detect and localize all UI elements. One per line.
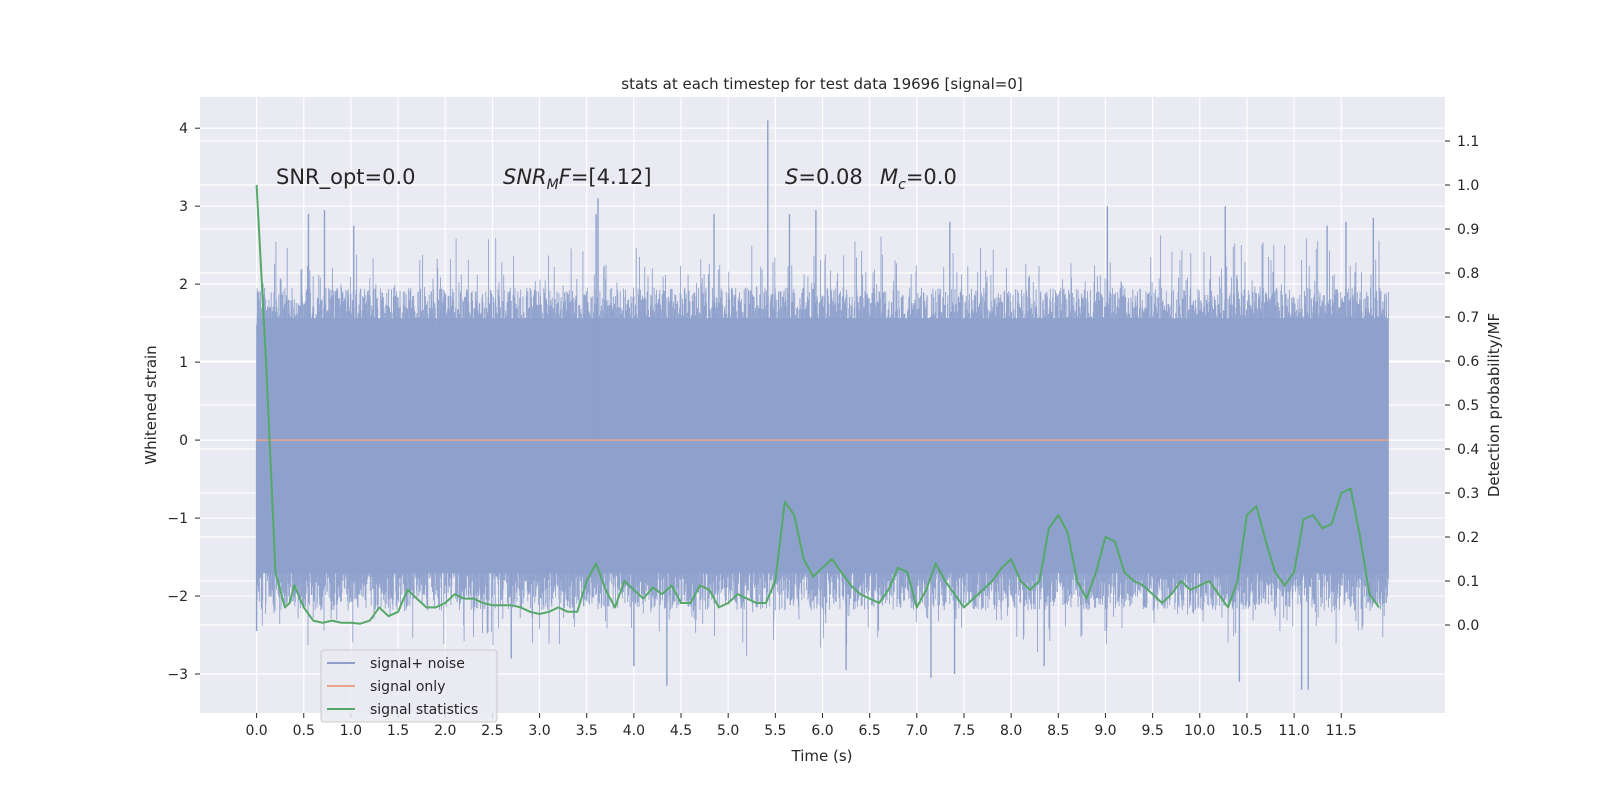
annotation-s-label: S: [785, 165, 798, 189]
x-tick-label-18: 9.0: [1094, 723, 1116, 739]
x-tick-label-19: 9.5: [1141, 723, 1163, 739]
y-right-tick-label-1: 1.0: [1457, 178, 1479, 194]
annotations: SNR_opt=0.0 SNRMF=[4.12] S=0.08 Mc=0.0: [276, 165, 957, 193]
legend: signal+ noise signal only signal statist…: [320, 649, 498, 723]
legend-label-signal-noise: signal+ noise: [370, 656, 465, 672]
x-tick-label-21: 10.5: [1231, 723, 1262, 739]
annotation-mc-value: =0.0: [906, 165, 957, 189]
annotation-snr-mf-f: F: [559, 165, 572, 189]
x-tick-label-20: 10.0: [1184, 723, 1215, 739]
y-left-tick-label-0: 4: [179, 121, 188, 137]
annotation-s-value: =0.08: [798, 165, 862, 189]
x-tick-label-23: 11.5: [1326, 723, 1357, 739]
x-tick-label-15: 7.5: [953, 723, 975, 739]
tick-labels: 0.0 0.5 1.0 1.5 2.0 2.5 3.0 3.5 4.0 4.5 5.0 5.5 6.0 6…: [167, 121, 1479, 739]
y-axis-right-label: Detection probability/MF: [1485, 313, 1503, 497]
y-left-tick-label-7: −3: [167, 667, 188, 683]
y-right-tick-label-6: 0.5: [1457, 398, 1479, 414]
x-tick-label-9: 4.5: [670, 723, 692, 739]
y-right-tick-label-11: 0.0: [1457, 618, 1479, 634]
annotation-mc-label: M: [880, 165, 898, 189]
y-right-tick-label-2: 0.9: [1457, 222, 1479, 238]
x-tick-label-16: 8.0: [1000, 723, 1022, 739]
y-left-tick-label-4: 0: [179, 433, 188, 449]
y-left-tick-label-1: 3: [179, 199, 188, 215]
legend-label-signal-statistics: signal statistics: [370, 702, 478, 718]
annotation-snr-mf-main: SNR: [503, 165, 547, 189]
legend-box: [320, 649, 498, 723]
x-tick-label-6: 3.0: [528, 723, 550, 739]
annotation-snr-mf-rest: =[4.12]: [571, 165, 652, 189]
annotation-s: S=0.08: [785, 165, 863, 189]
y-left-tick-label-3: 1: [179, 355, 188, 371]
x-tick-label-4: 2.0: [434, 723, 456, 739]
x-tick-label-0: 0.0: [245, 723, 267, 739]
annotation-snr-mf: SNRMF=[4.12]: [503, 165, 652, 193]
x-tick-label-12: 6.0: [811, 723, 833, 739]
y-axis-left-label: Whitened strain: [142, 345, 160, 464]
x-tick-label-14: 7.0: [906, 723, 928, 739]
x-tick-label-17: 8.5: [1047, 723, 1069, 739]
x-tick-label-22: 11.0: [1279, 723, 1310, 739]
y-right-tick-label-0: 1.1: [1457, 134, 1479, 150]
y-right-tick-label-4: 0.7: [1457, 310, 1479, 326]
y-left-tick-label-2: 2: [179, 277, 188, 293]
chart-title: stats at each timestep for test data 196…: [621, 75, 1022, 93]
y-left-tick-label-6: −2: [167, 589, 188, 605]
signal-noise-series: [255, 120, 1389, 690]
x-tick-label-8: 4.0: [623, 723, 645, 739]
y-right-tick-label-3: 0.8: [1457, 266, 1479, 282]
x-axis-label: Time (s): [791, 747, 853, 765]
x-tick-label-2: 1.0: [340, 723, 362, 739]
x-tick-label-13: 6.5: [859, 723, 881, 739]
annotation-mc: Mc=0.0: [880, 165, 957, 193]
annotation-snr-mf-sub: M: [547, 177, 559, 193]
legend-label-signal-only: signal only: [370, 679, 445, 695]
signal-statistics-line: [255, 184, 1380, 625]
x-tick-label-10: 5.0: [717, 723, 739, 739]
x-tick-label-1: 0.5: [293, 723, 315, 739]
annotation-snr-opt: SNR_opt=0.0: [276, 165, 416, 190]
line-series: [255, 184, 1389, 625]
x-tick-label-5: 2.5: [481, 723, 503, 739]
y-right-tick-label-9: 0.2: [1457, 530, 1479, 546]
annotation-mc-sub: c: [898, 177, 906, 193]
x-tick-label-11: 5.5: [764, 723, 786, 739]
y-right-tick-label-7: 0.4: [1457, 442, 1479, 458]
x-tick-label-3: 1.5: [387, 723, 409, 739]
y-right-tick-label-10: 0.1: [1457, 574, 1479, 590]
y-right-tick-label-5: 0.6: [1457, 354, 1479, 370]
x-tick-label-7: 3.5: [576, 723, 598, 739]
y-left-tick-label-5: −1: [167, 511, 188, 527]
y-right-tick-label-8: 0.3: [1457, 486, 1479, 502]
